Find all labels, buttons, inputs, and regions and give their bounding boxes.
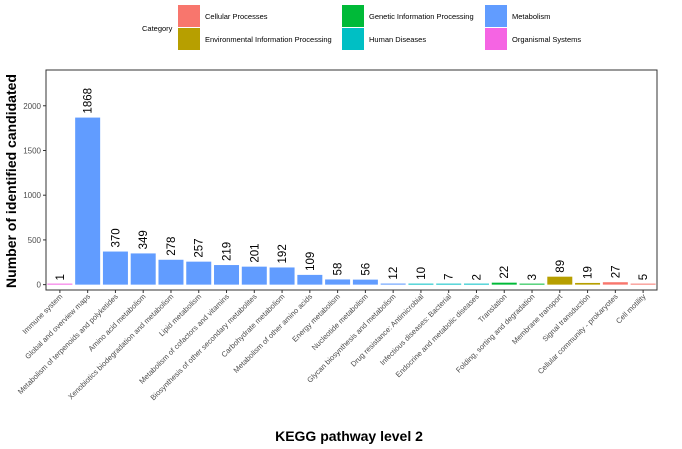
bar-value-label: 12	[388, 267, 400, 280]
legend-swatch	[178, 5, 200, 27]
y-axis-title: Number of identified candidated	[3, 74, 19, 288]
bar-value-label: 257	[194, 238, 206, 257]
bar-value-label: 10	[416, 267, 428, 280]
bar-value-label: 89	[555, 260, 567, 273]
legend-swatch	[342, 5, 364, 27]
bar-value-label: 109	[305, 252, 317, 271]
x-tick-label: Cell motility	[614, 292, 648, 326]
y-axis: 0 500 1000 1500 2000	[23, 102, 46, 290]
bar-value-label: 1868	[83, 88, 95, 114]
x-tick-label: Signal transduction	[541, 292, 592, 343]
bar-immune-system	[47, 283, 73, 285]
legend-entry-cellular-processes: Cellular Processes	[178, 5, 268, 27]
bar-cell-motility	[630, 283, 656, 285]
legend-entry-genetic-information-processing: Genetic Information Processing	[342, 5, 474, 27]
bar-value-label: 219	[222, 242, 234, 261]
bar-nucleotide-metabolism	[352, 279, 378, 285]
bar-folding-sorting-and-degradation	[519, 283, 545, 285]
bar-value-label: 3	[527, 274, 539, 280]
x-tick-label: Metabolism of terpenoids and polyketides	[16, 292, 120, 396]
legend: Category Cellular Processes Environmental…	[142, 5, 581, 50]
y-tick-label: 500	[28, 236, 42, 245]
bar-translation	[491, 282, 517, 285]
bar-value-label: 192	[277, 244, 289, 263]
bar-value-label: 22	[499, 266, 511, 279]
legend-swatch	[342, 28, 364, 50]
bar-metabolism-of-terpenoids-and-polyketides	[102, 251, 128, 285]
y-tick-label: 0	[37, 281, 42, 290]
y-tick-label: 2000	[23, 102, 41, 111]
legend-entry-environmental-information-processing: Environmental Information Processing	[178, 28, 332, 50]
bar-value-label: 58	[333, 263, 345, 276]
bar-value-label: 7	[444, 274, 456, 280]
bar-biosynthesis-of-other-secondary-metabolites	[241, 266, 267, 285]
bar-amino-acid-metabolism	[130, 253, 156, 285]
legend-label: Metabolism	[512, 12, 550, 21]
bar-xenobiotics-biodegradation-and-metabolism	[158, 259, 184, 285]
bar-value-label: 5	[638, 274, 650, 280]
bar-cellular-community-prokaryotes	[602, 282, 628, 285]
bar-metabolism-of-cofactors-and-vitamins	[214, 265, 240, 285]
x-axis-title: KEGG pathway level 2	[275, 428, 423, 444]
bar-membrane-transport	[547, 276, 573, 285]
bar-value-label: 278	[166, 237, 178, 256]
bar-drug-resistance-antimicrobial	[408, 283, 434, 285]
legend-swatch	[485, 28, 507, 50]
x-tick-label: Energy metabolism	[290, 292, 342, 344]
bar-value-label: 19	[583, 266, 595, 279]
bar-global-and-overview-maps	[75, 117, 101, 285]
bar-value-label: 27	[610, 265, 622, 278]
legend-label: Human Diseases	[369, 35, 426, 44]
legend-label: Organismal Systems	[512, 35, 581, 44]
legend-swatch	[485, 5, 507, 27]
bar-signal-transduction	[575, 282, 601, 285]
bar-metabolism-of-other-amino-acids	[297, 274, 323, 285]
legend-swatch	[178, 28, 200, 50]
bar-infectious-diseases-bacterial	[436, 283, 462, 285]
bar-value-label: 1	[55, 274, 67, 280]
bar-carbohydrate-metabolism	[269, 267, 295, 285]
legend-entry-metabolism: Metabolism	[485, 5, 550, 27]
plot-panel-border	[45, 69, 658, 291]
bar-value-label: 56	[360, 263, 372, 276]
legend-entry-human-diseases: Human Diseases	[342, 28, 426, 50]
bar-value-label: 2	[471, 274, 483, 280]
y-tick-label: 1500	[23, 146, 41, 155]
legend-title: Category	[142, 24, 173, 33]
legend-label: Genetic Information Processing	[369, 12, 474, 21]
bar-endocrine-and-metabolic-diseases	[463, 283, 489, 285]
legend-label: Cellular Processes	[205, 12, 268, 21]
y-tick-label: 1000	[23, 191, 41, 200]
bar-energy-metabolism	[325, 279, 351, 285]
bar-value-label: 201	[249, 243, 261, 262]
legend-entry-organismal-systems: Organismal Systems	[485, 28, 581, 50]
bar-glycan-biosynthesis-and-metabolism	[380, 283, 406, 285]
bar-value-label: 349	[138, 230, 150, 249]
bar-lipid-metabolism	[186, 261, 212, 285]
x-tick-label: Membrane transport	[510, 291, 565, 346]
bar-value-label: 370	[110, 228, 122, 247]
legend-label: Environmental Information Processing	[205, 35, 332, 44]
